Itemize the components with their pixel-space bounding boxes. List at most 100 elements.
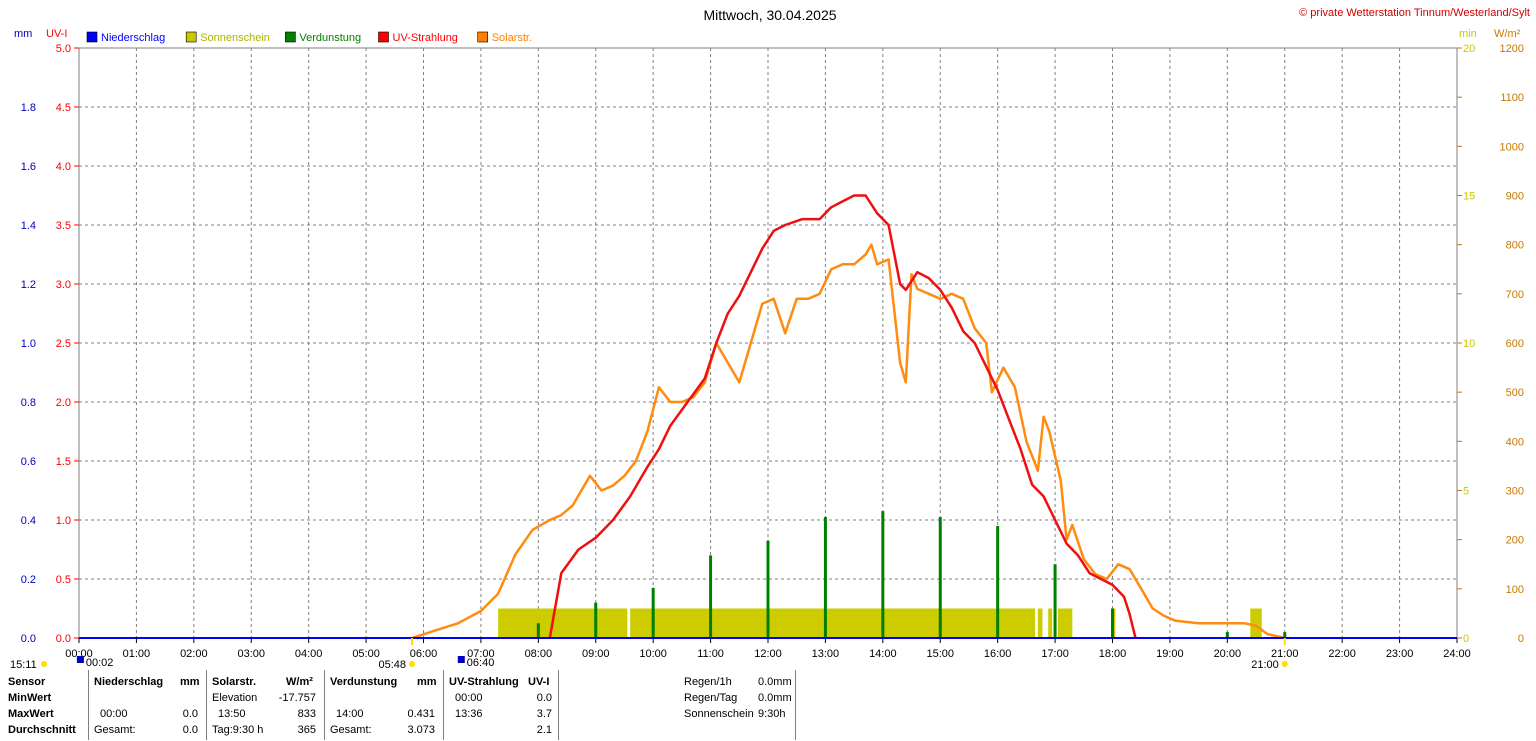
uv-axis-label: 1.0 [56, 515, 71, 527]
mm-axis-label: 0.4 [21, 515, 36, 527]
wm2-axis-label: 900 [1506, 191, 1524, 203]
legend-swatch [285, 31, 296, 43]
legend-label: Niederschlag [101, 32, 165, 44]
mm-axis-label: 1.4 [21, 220, 36, 232]
wm2-axis-label: 0 [1518, 633, 1524, 645]
wm2-axis-label: 300 [1506, 486, 1524, 498]
niederschlag-max-value: 0.0 [182, 708, 198, 720]
sunshine-bar [1057, 608, 1073, 638]
regen-1h-label: Regen/1h [684, 676, 732, 688]
sunshine-bar [630, 608, 1035, 638]
sunshine-bar [1037, 608, 1043, 638]
wm2-axis-label: 1100 [1500, 92, 1524, 104]
evaporation-bar [823, 517, 827, 638]
x-tick-label: 17:00 [1041, 648, 1069, 660]
niederschlag-unit: mm [180, 676, 200, 688]
moon-event-time: 00:02 [86, 657, 114, 668]
uv-max-time: 13:36 [455, 708, 483, 720]
wm2-axis-label: 100 [1506, 584, 1524, 596]
legend-swatch [86, 31, 98, 43]
x-tick-label: 09:00 [582, 648, 610, 660]
uv-radiation-line [548, 194, 1137, 639]
weather-chart: Mittwoch, 30.04.2025 © private Wettersta… [10, 7, 1530, 668]
uv-max-value: 3.7 [536, 708, 552, 720]
legend-label: Solarstr. [492, 32, 532, 44]
solar-max-value: 833 [297, 708, 316, 720]
verdunstung-total-value: 3.073 [407, 724, 435, 736]
evaporation-bar [881, 511, 885, 638]
solar-unit: W/m² [286, 676, 313, 688]
unit-wm2: W/m² [1494, 28, 1521, 40]
mm-axis-label: 1.8 [21, 102, 36, 114]
mm-axis-label: 1.0 [21, 338, 36, 350]
wm2-axis-label: 200 [1506, 535, 1524, 547]
legend: Niederschlag Sonnenschein Verdunstung UV-St… [86, 31, 532, 44]
mm-axis-label: 0.0 [21, 633, 36, 645]
uv-axis-label: 3.0 [56, 279, 71, 291]
evaporation-bar [1225, 632, 1229, 638]
min-axis-label: 5 [1463, 486, 1469, 498]
verdunstung-max-time: 14:00 [336, 708, 364, 720]
x-tick-label: 11:00 [697, 648, 724, 660]
sunshine-bar [1250, 608, 1262, 638]
sonnenschein-value: 9:30h [758, 708, 786, 720]
x-tick-label: 24:00 [1443, 648, 1471, 660]
uv-axis-label: 1.5 [56, 456, 71, 468]
legend-swatch [477, 31, 489, 43]
moon-icon [76, 656, 84, 663]
legend-swatch [185, 31, 197, 43]
uv-axis-label: 4.5 [56, 102, 71, 114]
uv-axis-label: 3.5 [56, 220, 71, 232]
x-tick-label: 00:00 [65, 648, 93, 660]
legend-label: UV-Strahlung [393, 32, 458, 44]
sun-icon [41, 661, 47, 667]
wm2-axis-label: 700 [1506, 289, 1524, 301]
x-tick-label: 19:00 [1156, 648, 1184, 660]
x-tick-label: 02:00 [180, 648, 208, 660]
niederschlag-max-time: 00:00 [100, 708, 128, 720]
axes: 00:00 01:00 02:00 03:00 04:00 05:00 06:00 07:00… [10, 43, 1524, 668]
chart-title: Mittwoch, 30.04.2025 [703, 7, 836, 23]
x-tick-label: 14:00 [869, 648, 897, 660]
uv-axis-label: 2.0 [56, 397, 71, 409]
evaporation-bar [766, 540, 770, 638]
unit-mm: mm [14, 28, 32, 40]
uv-avg-value: 2.1 [536, 724, 552, 736]
column-divider [88, 670, 89, 740]
wm2-axis-label: 1200 [1500, 43, 1524, 55]
row-durchschnitt: Durchschnitt [8, 724, 76, 736]
solar-max-time: 13:50 [218, 708, 246, 720]
wm2-axis-label: 400 [1506, 436, 1524, 448]
wm2-axis-label: 1000 [1500, 141, 1524, 153]
row-minwert: MinWert [8, 692, 52, 704]
niederschlag-total-label: Gesamt: [94, 724, 136, 736]
min-axis-label: 20 [1463, 43, 1475, 55]
x-tick-label: 04:00 [295, 648, 323, 660]
grid [78, 47, 1458, 639]
column-divider [795, 670, 796, 740]
verdunstung-header: Verdunstung [330, 676, 398, 688]
regen-1h-value: 0.0mm [758, 676, 792, 688]
solar-radiation-line [411, 243, 1286, 640]
legend-swatch [378, 31, 389, 43]
x-tick-label: 18:00 [1099, 648, 1127, 660]
sun-event-time: 15:11 [10, 659, 37, 668]
sun-icon [409, 661, 416, 667]
mm-axis-label: 1.2 [21, 279, 36, 291]
min-axis-label: 15 [1463, 191, 1475, 203]
x-tick-label: 07:00 [467, 648, 495, 660]
evaporation-bar [996, 525, 1000, 638]
uv-axis-label: 0.0 [56, 633, 71, 645]
evaporation-bar [938, 517, 942, 638]
wm2-axis-label: 800 [1506, 240, 1524, 252]
x-tick-label: 15:00 [926, 648, 954, 660]
copyright-text: © private Wetterstation Tinnum/Westerlan… [1299, 7, 1530, 19]
x-tick-label: 13:00 [812, 648, 840, 660]
solar-avg-value: 365 [297, 724, 316, 736]
moon-icon [457, 656, 465, 663]
unit-uv: UV-I [46, 28, 67, 40]
uv-header: UV-Strahlung [449, 676, 519, 688]
unit-min: min [1459, 28, 1477, 40]
x-tick-label: 12:00 [754, 648, 782, 660]
min-axis-label: 0 [1463, 633, 1469, 645]
